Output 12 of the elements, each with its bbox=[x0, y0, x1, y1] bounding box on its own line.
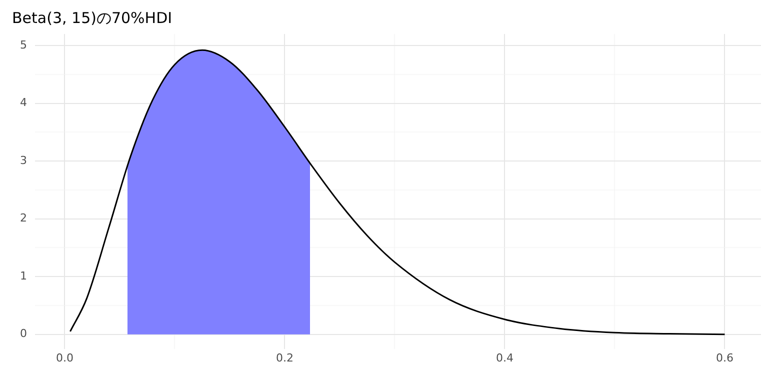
y-tick-label: 2 bbox=[20, 212, 27, 225]
x-tick-label: 0.6 bbox=[716, 351, 734, 364]
y-tick-label: 5 bbox=[20, 38, 27, 52]
chart-title: Beta(3, 15)の70%HDI bbox=[12, 8, 172, 27]
x-tick-label: 0.0 bbox=[56, 351, 74, 364]
x-tick-label: 0.4 bbox=[496, 351, 514, 364]
y-tick-label: 4 bbox=[20, 96, 27, 110]
y-tick-label: 3 bbox=[20, 154, 27, 167]
x-tick-label: 0.2 bbox=[276, 351, 294, 364]
y-tick-label: 0 bbox=[20, 327, 27, 340]
line-series bbox=[69, 49, 726, 336]
y-tick-label: 1 bbox=[20, 269, 27, 282]
